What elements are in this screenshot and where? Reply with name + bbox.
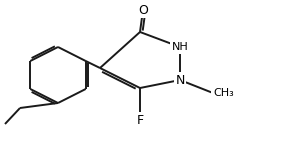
Text: NH: NH <box>172 42 188 52</box>
Text: CH₃: CH₃ <box>213 88 234 98</box>
Text: F: F <box>136 114 144 126</box>
Text: O: O <box>138 3 148 16</box>
Text: N: N <box>175 74 185 87</box>
